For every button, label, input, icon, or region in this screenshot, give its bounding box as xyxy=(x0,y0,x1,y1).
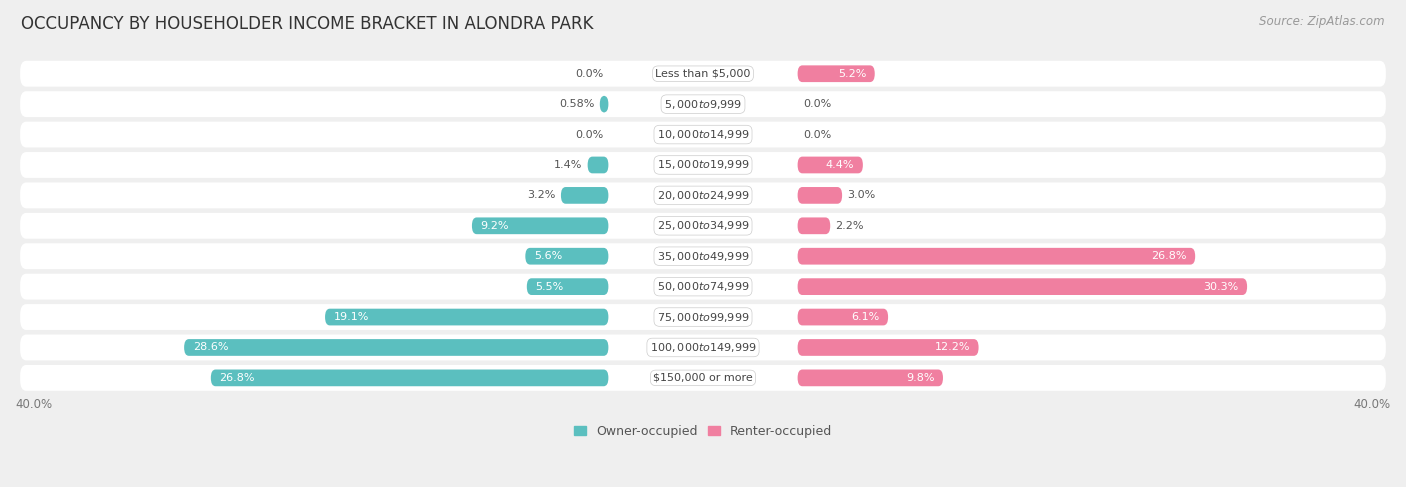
Text: 12.2%: 12.2% xyxy=(935,342,970,353)
Text: 3.0%: 3.0% xyxy=(848,190,876,200)
Text: $75,000 to $99,999: $75,000 to $99,999 xyxy=(657,311,749,323)
FancyBboxPatch shape xyxy=(797,309,889,325)
Text: $50,000 to $74,999: $50,000 to $74,999 xyxy=(657,280,749,293)
FancyBboxPatch shape xyxy=(526,248,609,264)
FancyBboxPatch shape xyxy=(20,183,1386,208)
Text: $15,000 to $19,999: $15,000 to $19,999 xyxy=(657,158,749,171)
Text: 2.2%: 2.2% xyxy=(835,221,863,231)
Text: 0.0%: 0.0% xyxy=(803,99,831,109)
FancyBboxPatch shape xyxy=(20,274,1386,300)
FancyBboxPatch shape xyxy=(211,370,609,386)
Text: 4.4%: 4.4% xyxy=(825,160,855,170)
FancyBboxPatch shape xyxy=(20,152,1386,178)
Text: 5.6%: 5.6% xyxy=(534,251,562,261)
Text: $25,000 to $34,999: $25,000 to $34,999 xyxy=(657,219,749,232)
Text: 1.4%: 1.4% xyxy=(554,160,582,170)
FancyBboxPatch shape xyxy=(600,96,609,112)
FancyBboxPatch shape xyxy=(472,217,609,234)
Text: 28.6%: 28.6% xyxy=(193,342,228,353)
FancyBboxPatch shape xyxy=(797,278,1247,295)
FancyBboxPatch shape xyxy=(797,187,842,204)
FancyBboxPatch shape xyxy=(797,157,863,173)
Text: 0.0%: 0.0% xyxy=(575,69,603,79)
Text: $20,000 to $24,999: $20,000 to $24,999 xyxy=(657,189,749,202)
FancyBboxPatch shape xyxy=(561,187,609,204)
FancyBboxPatch shape xyxy=(20,61,1386,87)
Legend: Owner-occupied, Renter-occupied: Owner-occupied, Renter-occupied xyxy=(568,420,838,443)
FancyBboxPatch shape xyxy=(20,244,1386,269)
FancyBboxPatch shape xyxy=(797,339,979,356)
Text: 9.2%: 9.2% xyxy=(481,221,509,231)
Text: 9.8%: 9.8% xyxy=(905,373,935,383)
Text: 26.8%: 26.8% xyxy=(1152,251,1187,261)
Text: OCCUPANCY BY HOUSEHOLDER INCOME BRACKET IN ALONDRA PARK: OCCUPANCY BY HOUSEHOLDER INCOME BRACKET … xyxy=(21,15,593,33)
Text: $150,000 or more: $150,000 or more xyxy=(654,373,752,383)
FancyBboxPatch shape xyxy=(797,217,830,234)
Text: $100,000 to $149,999: $100,000 to $149,999 xyxy=(650,341,756,354)
Text: 40.0%: 40.0% xyxy=(1354,398,1391,411)
Text: 5.2%: 5.2% xyxy=(838,69,866,79)
Text: 3.2%: 3.2% xyxy=(527,190,555,200)
Text: $10,000 to $14,999: $10,000 to $14,999 xyxy=(657,128,749,141)
FancyBboxPatch shape xyxy=(20,91,1386,117)
FancyBboxPatch shape xyxy=(325,309,609,325)
FancyBboxPatch shape xyxy=(588,157,609,173)
Text: 26.8%: 26.8% xyxy=(219,373,254,383)
Text: 19.1%: 19.1% xyxy=(333,312,368,322)
Text: Less than $5,000: Less than $5,000 xyxy=(655,69,751,79)
FancyBboxPatch shape xyxy=(797,65,875,82)
FancyBboxPatch shape xyxy=(20,304,1386,330)
FancyBboxPatch shape xyxy=(527,278,609,295)
FancyBboxPatch shape xyxy=(20,213,1386,239)
FancyBboxPatch shape xyxy=(20,122,1386,148)
Text: 40.0%: 40.0% xyxy=(15,398,52,411)
FancyBboxPatch shape xyxy=(20,365,1386,391)
Text: 6.1%: 6.1% xyxy=(851,312,880,322)
FancyBboxPatch shape xyxy=(797,248,1195,264)
FancyBboxPatch shape xyxy=(797,370,943,386)
Text: 5.5%: 5.5% xyxy=(536,281,564,292)
Text: Source: ZipAtlas.com: Source: ZipAtlas.com xyxy=(1260,15,1385,28)
Text: 0.58%: 0.58% xyxy=(560,99,595,109)
FancyBboxPatch shape xyxy=(184,339,609,356)
Text: $5,000 to $9,999: $5,000 to $9,999 xyxy=(664,98,742,111)
Text: $35,000 to $49,999: $35,000 to $49,999 xyxy=(657,250,749,262)
Text: 0.0%: 0.0% xyxy=(575,130,603,140)
Text: 0.0%: 0.0% xyxy=(803,130,831,140)
FancyBboxPatch shape xyxy=(20,335,1386,360)
Text: 30.3%: 30.3% xyxy=(1204,281,1239,292)
